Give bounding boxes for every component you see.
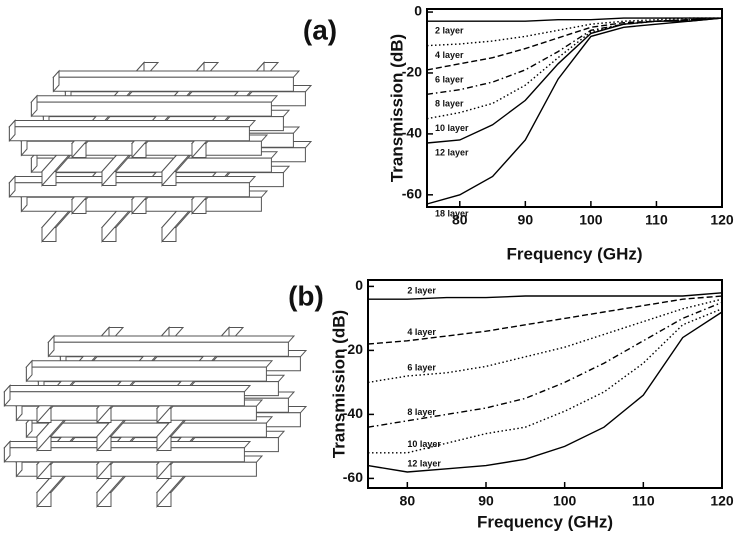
bar-top — [47, 335, 296, 343]
bar-front — [15, 461, 257, 477]
series-label: 12 layer — [407, 458, 441, 468]
series-line — [426, 17, 722, 47]
x-tick-label: 100 — [579, 212, 603, 228]
series-line — [426, 17, 723, 205]
bar-front — [25, 366, 267, 382]
y-tick-label: 0 — [355, 277, 363, 293]
woodpile-diagrams — [3, 61, 313, 508]
bar-top — [30, 95, 279, 103]
series-label: 2 layer — [407, 286, 436, 296]
y-tick-label: -60 — [402, 186, 422, 202]
x-axis-title: Frequency (GHz) — [477, 512, 613, 531]
bar-front — [25, 422, 267, 438]
bar-side — [30, 150, 38, 174]
series-line — [426, 17, 723, 120]
bar-front — [47, 341, 289, 357]
y-axis-title: Transmission (dB) — [387, 34, 406, 182]
bar-side — [30, 94, 38, 118]
bar-side — [3, 440, 11, 464]
bar-side — [8, 175, 16, 199]
panel-label: (a) — [303, 14, 337, 45]
series-line — [426, 17, 723, 71]
series-label: 4 layer — [407, 327, 436, 337]
bar-side — [52, 69, 60, 93]
series-line — [368, 292, 723, 300]
plot-frame — [367, 279, 723, 489]
x-tick-label: 100 — [553, 493, 577, 509]
bar-front — [30, 101, 272, 117]
y-axis-title: Transmission (dB) — [329, 310, 348, 458]
series-label: 10 layer — [407, 439, 441, 449]
series-line — [426, 17, 723, 144]
panel-label: (b) — [288, 280, 324, 311]
x-axis-title: Frequency (GHz) — [506, 244, 642, 263]
bar-side — [8, 119, 16, 143]
bar-side — [25, 359, 33, 383]
bar-side — [47, 334, 55, 358]
series-label: 8 layer — [407, 407, 436, 417]
x-tick-label: 110 — [632, 493, 655, 509]
bar-front — [30, 157, 272, 173]
y-tick-label: -40 — [402, 125, 422, 141]
series-line — [427, 17, 722, 22]
y-tick-label: -20 — [343, 341, 363, 357]
bar-top — [52, 70, 301, 78]
series-label: 6 layer — [407, 362, 436, 372]
x-tick-label: 120 — [710, 493, 734, 509]
y-tick-label: -60 — [343, 469, 363, 485]
bar-front — [15, 405, 257, 421]
bar-top — [3, 385, 252, 393]
x-tick-label: 80 — [452, 212, 468, 228]
series-line — [367, 301, 723, 428]
y-tick-label: -40 — [343, 405, 363, 421]
series-label: 2 layer — [435, 26, 464, 36]
bar-front — [8, 126, 250, 142]
series-label: 10 layer — [435, 123, 469, 133]
x-tick-label: 90 — [518, 212, 534, 228]
bar-side — [25, 415, 33, 439]
bar-top — [8, 120, 257, 128]
series-label: 6 layer — [435, 74, 464, 84]
series-line — [368, 308, 723, 454]
x-tick-label: 90 — [478, 493, 494, 509]
series-label: 4 layer — [435, 50, 464, 60]
bar-side — [3, 384, 11, 408]
bar-front — [52, 76, 294, 92]
bar-top — [25, 360, 274, 368]
y-tick-label: -20 — [402, 64, 422, 80]
series-line — [367, 311, 723, 473]
x-tick-label: 110 — [645, 212, 668, 228]
bar-front — [3, 391, 245, 407]
series-label: 18 layer — [435, 208, 469, 218]
series-line — [367, 295, 723, 345]
x-tick-label: 80 — [400, 493, 416, 509]
series-label: 8 layer — [435, 99, 464, 109]
y-tick-label: 0 — [414, 3, 422, 19]
x-tick-label: 120 — [710, 212, 734, 228]
series-label: 12 layer — [435, 147, 469, 157]
plot-frame — [426, 8, 723, 208]
